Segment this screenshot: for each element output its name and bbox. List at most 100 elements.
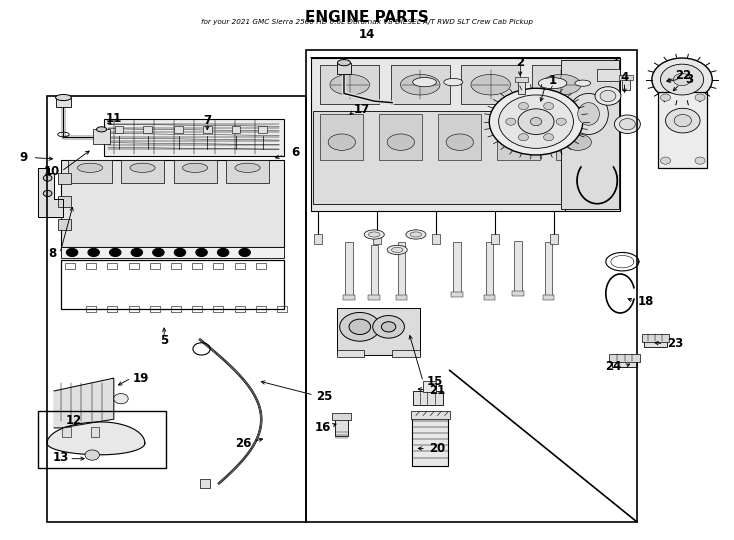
Bar [438,114,482,160]
Bar [173,160,217,183]
Bar [344,294,355,300]
Polygon shape [54,378,114,428]
Text: 20: 20 [429,442,446,455]
Ellipse shape [471,75,511,95]
Bar [658,92,708,168]
Bar [518,79,526,94]
Text: 6: 6 [291,146,299,159]
Bar [335,417,349,436]
Circle shape [217,248,229,256]
Bar [62,427,70,437]
Text: 4: 4 [620,71,628,84]
Bar [423,381,436,392]
Text: ENGINE PARTS: ENGINE PARTS [305,10,429,25]
Circle shape [518,109,554,134]
Circle shape [614,115,640,133]
Bar [368,294,380,300]
Bar [512,291,524,296]
Bar [374,234,381,244]
Bar [609,354,639,362]
Bar [454,242,460,296]
Text: 25: 25 [316,389,332,403]
Text: 18: 18 [638,295,654,308]
Bar [320,114,363,160]
Circle shape [518,103,528,110]
Text: 19: 19 [132,372,148,384]
Circle shape [109,248,121,256]
Bar [461,65,520,104]
Text: 1: 1 [548,74,556,87]
Ellipse shape [391,247,403,253]
Circle shape [595,87,621,105]
Ellipse shape [364,230,385,239]
Bar [68,160,112,183]
Bar [451,292,462,297]
Bar [200,479,210,488]
Bar [235,306,244,313]
Ellipse shape [183,163,208,172]
Ellipse shape [338,59,350,66]
Bar [411,411,450,418]
Circle shape [88,248,99,256]
Bar [337,308,420,355]
Circle shape [131,248,142,256]
Bar [311,58,620,212]
Circle shape [373,315,404,338]
Ellipse shape [56,94,71,100]
Bar [314,234,321,244]
Bar [542,294,554,300]
Bar [562,60,619,209]
Text: 24: 24 [605,360,621,373]
Bar [531,65,591,104]
Text: 7: 7 [203,113,211,126]
Bar [37,411,166,468]
Bar [432,234,440,244]
Circle shape [43,191,52,197]
Circle shape [66,248,78,256]
Bar [619,75,633,80]
Ellipse shape [505,134,532,150]
Bar [320,65,379,104]
Bar [644,339,667,347]
Bar [174,126,183,133]
Bar [371,245,378,299]
Circle shape [530,118,542,126]
Bar [611,359,636,367]
Text: 22: 22 [675,69,691,82]
Circle shape [85,450,99,460]
Bar [550,234,558,244]
Polygon shape [47,422,145,455]
Circle shape [556,118,566,125]
Ellipse shape [387,245,407,254]
Bar [597,69,620,81]
Bar [61,247,284,258]
Bar [277,306,287,313]
Bar [256,306,266,313]
Bar [413,416,448,466]
Bar [515,77,528,82]
Ellipse shape [330,75,369,95]
Circle shape [544,133,553,141]
Bar [107,263,117,269]
Bar [515,241,522,295]
Bar [214,263,223,269]
Bar [497,114,540,160]
Circle shape [661,157,671,164]
Bar [622,77,631,90]
Bar [128,306,139,313]
Ellipse shape [575,80,591,86]
Text: 13: 13 [53,451,70,464]
Bar [58,173,70,184]
Bar [86,263,96,269]
Bar [61,260,284,309]
Ellipse shape [328,134,355,150]
Ellipse shape [446,134,473,150]
Text: 5: 5 [160,334,168,347]
Ellipse shape [569,93,608,134]
Bar [226,160,269,183]
Ellipse shape [130,163,155,172]
Circle shape [114,394,128,404]
Text: 9: 9 [19,151,27,164]
Text: 26: 26 [235,437,252,450]
Bar [192,306,203,313]
